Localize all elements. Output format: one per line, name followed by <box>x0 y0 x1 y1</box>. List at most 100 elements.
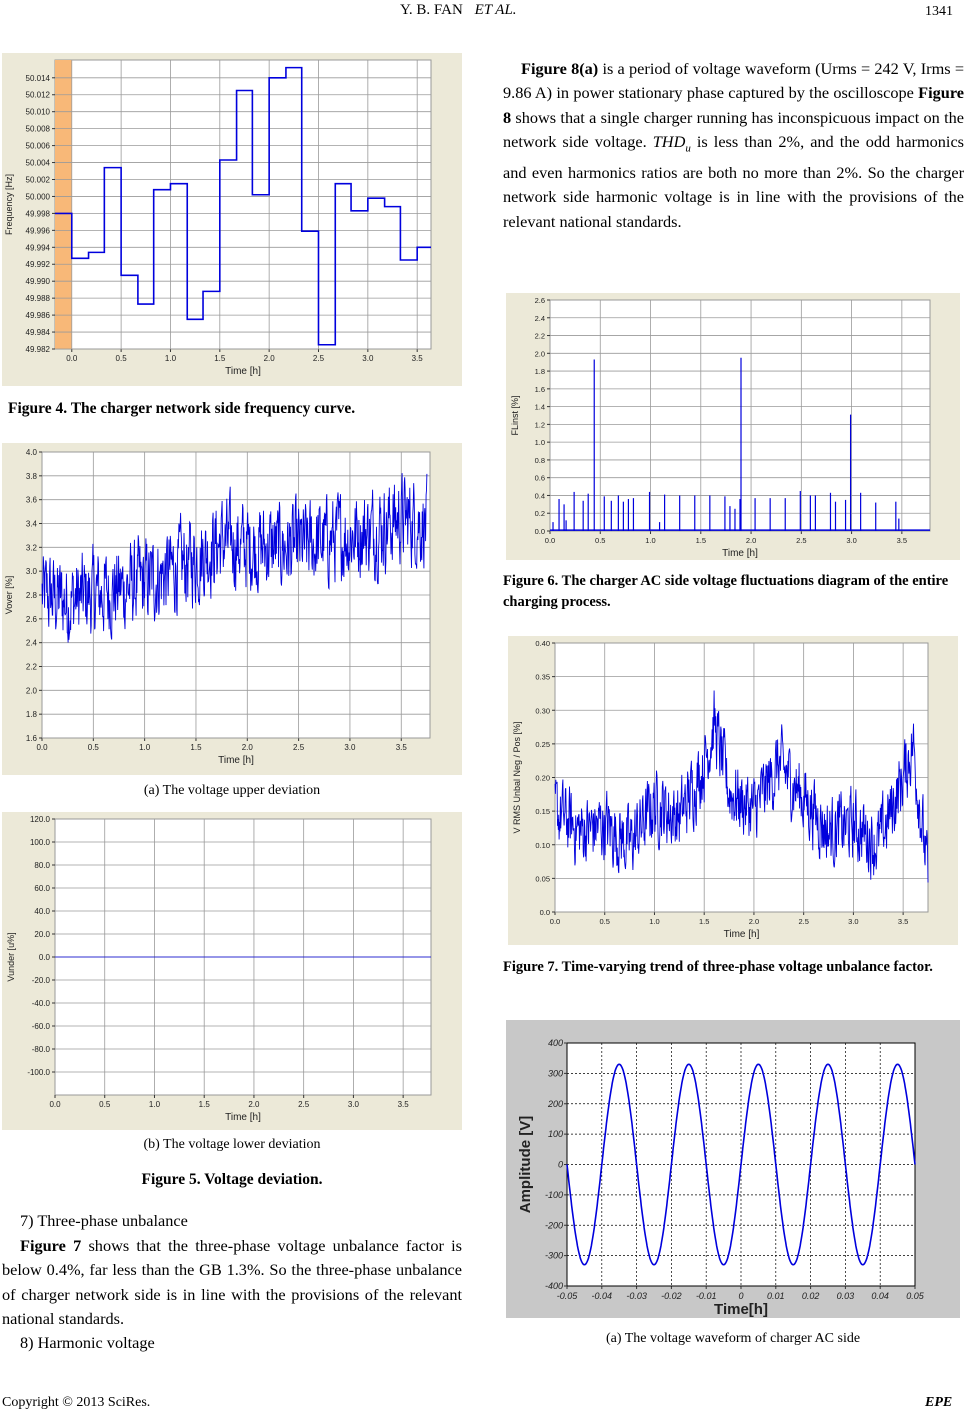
footer-copyright: Copyright © 2013 SciRes. <box>2 1395 151 1410</box>
y-tick-label: 3.6 <box>26 496 38 505</box>
y-tick-label: 50.006 <box>26 142 51 151</box>
y-tick-label: 200 <box>547 1099 563 1109</box>
y-tick-label: 0.40 <box>535 639 550 648</box>
x-tick-label: 1.0 <box>645 536 655 545</box>
y-tick-label: 50.014 <box>26 74 51 83</box>
y-tick-label: 49.998 <box>26 209 51 218</box>
y-tick-label: -40.0 <box>32 999 51 1008</box>
x-tick-label: 0.0 <box>49 1100 61 1109</box>
x-tick-label: 3.5 <box>398 1100 410 1109</box>
header-authors: Y. B. FAN <box>400 2 463 18</box>
y-tick-label: 49.986 <box>26 311 51 320</box>
x-axis-label: Time [h] <box>722 548 758 559</box>
y-tick-label: 0.0 <box>540 908 550 917</box>
y-tick-label: -60.0 <box>32 1022 51 1031</box>
y-tick-label: 0.10 <box>535 841 550 850</box>
x-tick-label: 0.02 <box>802 1291 820 1301</box>
y-tick-label: 2.2 <box>26 663 38 672</box>
x-tick-label: 1.5 <box>699 917 709 926</box>
x-tick-label: 0.0 <box>545 536 555 545</box>
x-tick-label: 0.5 <box>116 354 128 363</box>
x-tick-label: 2.5 <box>293 743 305 752</box>
y-tick-label: 0.4 <box>535 491 545 500</box>
y-tick-label: 3.0 <box>26 567 38 576</box>
x-tick-label: 1.0 <box>649 917 659 926</box>
x-tick-label: 2.0 <box>242 743 254 752</box>
y-tick-label: 2.6 <box>535 296 545 305</box>
y-tick-label: 0.8 <box>535 456 545 465</box>
page-number: 1341 <box>925 4 953 19</box>
y-tick-label: 2.0 <box>26 686 38 695</box>
y-tick-label: 49.992 <box>26 260 51 269</box>
figure-8a-reference: Figure 8(a) <box>521 59 599 78</box>
y-tick-label: 400 <box>548 1038 563 1048</box>
x-axis-label: Time [h] <box>218 755 254 766</box>
figure-8-reference: Figure 8 <box>503 83 964 127</box>
figure-5-caption: Figure 5. Voltage deviation. <box>141 1171 323 1188</box>
x-tick-label: 1.0 <box>149 1100 161 1109</box>
x-tick-label: 0.5 <box>88 743 100 752</box>
figure-8a-voltage-waveform-chart: -0.05 -0.04 -0.03 -0.02 -0.01 0 0.01 0.02 0.03 0.… <box>506 1020 960 1318</box>
y-tick-label: 4.0 <box>26 448 38 457</box>
x-tick-label: 2.0 <box>749 917 759 926</box>
x-axis-label: Time[h] <box>714 1301 768 1318</box>
plot-area <box>549 299 931 532</box>
x-tick-label: -0.02 <box>661 1291 682 1301</box>
running-header: Y. B. FAN ET AL. <box>400 2 517 19</box>
x-tick-label: -0.01 <box>696 1291 717 1301</box>
y-tick-label: 3.4 <box>26 520 38 529</box>
y-tick-label: 50.002 <box>26 175 51 184</box>
figure-4-caption: Figure 4. The charger network side frequ… <box>8 400 356 417</box>
x-tick-label: 3.0 <box>846 536 856 545</box>
figure-5b-caption: (b) The voltage lower deviation <box>143 1137 321 1152</box>
y-tick-label: 1.2 <box>535 420 545 429</box>
section-7-text: shows that the three-phase voltage unbal… <box>2 1236 462 1329</box>
section-7-heading: 7) Three-phase unbalance <box>20 1211 188 1230</box>
y-tick-label: 49.982 <box>26 345 51 354</box>
y-tick-label: 2.2 <box>535 332 545 341</box>
y-tick-label: 50.008 <box>26 125 51 134</box>
x-tick-label: 3.0 <box>344 743 356 752</box>
x-tick-label: 2.0 <box>264 354 276 363</box>
x-tick-label: 0.03 <box>837 1291 855 1301</box>
x-tick-label: 0.5 <box>99 1100 111 1109</box>
y-axis-label: FLinst [%] <box>510 395 520 435</box>
y-tick-label: 2.0 <box>535 349 545 358</box>
y-tick-label: 50.000 <box>26 192 51 201</box>
x-tick-label: 3.0 <box>362 354 374 363</box>
y-tick-label: 0 <box>558 1160 563 1170</box>
paragraph-text-1: is a period of voltage waveform (Urms = … <box>503 59 964 103</box>
y-tick-label: 300 <box>548 1068 563 1078</box>
y-tick-label: 2.8 <box>26 591 38 600</box>
x-tick-label: 1.0 <box>165 354 177 363</box>
thd-symbol: THD <box>652 132 686 152</box>
y-tick-label: 50.012 <box>26 91 51 100</box>
y-axis-label: V RMS Unbal Neg / Pos [%] <box>512 721 522 833</box>
y-tick-label: 2.4 <box>26 639 38 648</box>
y-tick-label: 100 <box>548 1129 563 1139</box>
x-tick-label: 0.0 <box>66 354 78 363</box>
x-tick-label: 0.5 <box>595 536 605 545</box>
figure-5b-voltage-lower-deviation-chart: 0.0 0.5 1.0 1.5 2.0 2.5 3.0 3.5 -100.0 -80.0 -60.0… <box>2 812 462 1130</box>
y-tick-label: 0.35 <box>535 673 550 682</box>
x-tick-label: 2.5 <box>298 1100 310 1109</box>
y-tick-label: 60.0 <box>34 884 50 893</box>
x-tick-label: 0 <box>738 1291 743 1301</box>
x-tick-label: 0.05 <box>906 1291 925 1301</box>
figure-8a-caption: (a) The voltage waveform of charger AC s… <box>605 1331 861 1346</box>
y-tick-label: 1.6 <box>535 385 545 394</box>
x-tick-label: 3.5 <box>396 743 408 752</box>
y-axis-label: Vover [%] <box>4 576 14 615</box>
y-tick-label: 0.0 <box>535 527 545 536</box>
x-tick-label: 1.5 <box>214 354 226 363</box>
x-tick-label: 2.0 <box>746 536 756 545</box>
y-tick-label: 20.0 <box>34 930 50 939</box>
highlight-region <box>55 60 72 349</box>
figure-5a-voltage-upper-deviation-chart: 0.0 0.5 1.0 1.5 2.0 2.5 3.0 3.5 1.6 1.8 2.0 2.2 2.4 2… <box>2 443 462 775</box>
y-tick-label: 2.6 <box>26 615 38 624</box>
y-tick-label: 0.25 <box>535 740 550 749</box>
section-8-heading: 8) Harmonic voltage <box>20 1333 155 1352</box>
x-tick-label: 3.0 <box>348 1100 360 1109</box>
x-tick-label: 2.0 <box>248 1100 260 1109</box>
y-tick-label: 2.4 <box>535 314 545 323</box>
